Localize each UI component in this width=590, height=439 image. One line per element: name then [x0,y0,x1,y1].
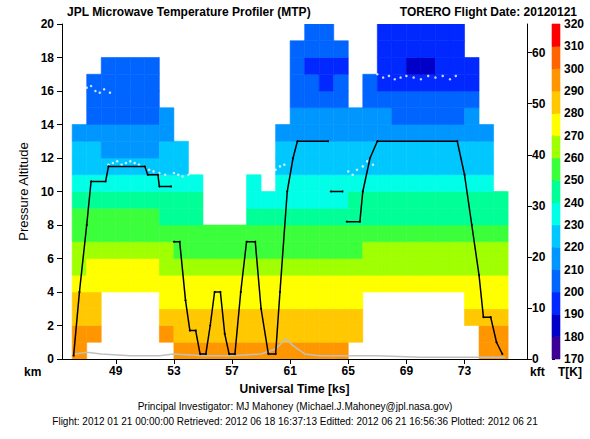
svg-text:4: 4 [47,285,54,299]
svg-text:280: 280 [564,106,584,120]
svg-text:TORERO Flight Date: 20120121: TORERO Flight Date: 20120121 [400,5,577,19]
svg-text:20: 20 [41,17,55,31]
svg-text:60: 60 [532,46,546,60]
svg-text:57: 57 [225,364,239,378]
svg-text:10: 10 [41,185,55,199]
svg-text:200: 200 [564,285,584,299]
svg-text:320: 320 [564,17,584,31]
svg-text:kft: kft [530,365,545,379]
svg-text:km: km [24,365,41,379]
svg-text:73: 73 [458,364,472,378]
svg-text:260: 260 [564,151,584,165]
svg-text:16: 16 [41,84,55,98]
svg-text:190: 190 [564,307,584,321]
svg-text:Universal Time [ks]: Universal Time [ks] [240,382,350,396]
svg-text:230: 230 [564,218,584,232]
svg-text:210: 210 [564,263,584,277]
svg-text:300: 300 [564,62,584,76]
svg-text:8: 8 [47,218,54,232]
svg-text:10: 10 [532,301,546,315]
svg-text:270: 270 [564,129,584,143]
svg-text:240: 240 [564,196,584,210]
svg-text:Principal Investigator: MJ Mah: Principal Investigator: MJ Mahoney (Mich… [138,401,453,412]
svg-text:30: 30 [532,199,546,213]
svg-text:Pressure Altitude: Pressure Altitude [16,142,31,240]
svg-text:69: 69 [400,364,414,378]
svg-text:20: 20 [532,250,546,264]
svg-text:6: 6 [47,252,54,266]
svg-text:290: 290 [564,84,584,98]
svg-text:310: 310 [564,39,584,53]
svg-text:250: 250 [564,173,584,187]
svg-text:Flight: 2012 01 21 00:00:00 Re: Flight: 2012 01 21 00:00:00 Retrieved: 2… [52,416,538,427]
svg-text:18: 18 [41,51,55,65]
svg-text:65: 65 [342,364,356,378]
svg-text:14: 14 [41,118,55,132]
svg-text:0: 0 [47,352,54,366]
svg-text:40: 40 [532,148,546,162]
svg-text:180: 180 [564,330,584,344]
svg-text:220: 220 [564,240,584,254]
svg-text:T[K]: T[K] [558,365,582,379]
svg-text:53: 53 [167,364,181,378]
svg-text:61: 61 [283,364,297,378]
svg-text:50: 50 [532,97,546,111]
svg-text:170: 170 [564,352,584,366]
svg-text:JPL Microwave Temperature Prof: JPL Microwave Temperature Profiler (MTP) [67,5,311,19]
svg-text:49: 49 [109,364,123,378]
svg-text:2: 2 [47,319,54,333]
svg-text:12: 12 [41,151,55,165]
svg-text:0: 0 [532,352,539,366]
